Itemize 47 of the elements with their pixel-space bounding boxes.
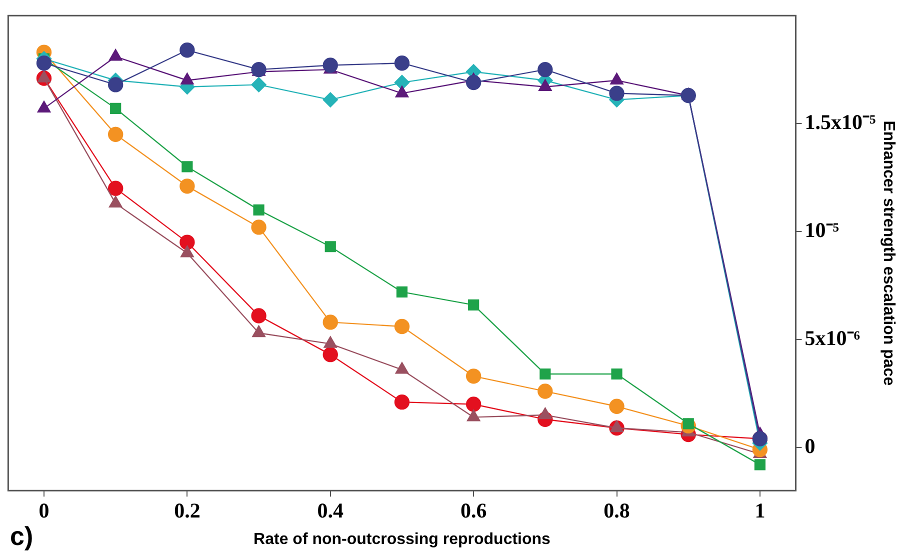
point xyxy=(251,308,266,324)
point xyxy=(466,396,482,412)
point xyxy=(540,368,551,380)
point xyxy=(754,459,766,470)
point xyxy=(468,299,480,310)
x-tick-label: 1 xyxy=(754,498,766,523)
point xyxy=(611,368,622,380)
x-tick-label: 0.2 xyxy=(174,498,200,523)
point xyxy=(180,178,195,194)
point xyxy=(108,126,124,142)
point xyxy=(324,241,336,252)
point xyxy=(180,42,195,58)
point xyxy=(36,56,52,71)
x-tick-label: 0.6 xyxy=(460,498,487,523)
y-axis-title: Enhancer strength escalation pace xyxy=(880,120,897,386)
point xyxy=(322,92,338,108)
point xyxy=(322,346,338,362)
x-tick-label: 0.8 xyxy=(604,498,630,523)
point xyxy=(251,220,266,235)
point xyxy=(322,58,338,73)
point xyxy=(182,161,193,172)
point xyxy=(466,368,482,384)
point xyxy=(108,180,124,196)
y-tick-label: 10⁻⁵ xyxy=(804,218,840,242)
x-axis-title: Rate of non-outcrossing reproductions xyxy=(254,530,551,548)
point xyxy=(253,204,264,216)
point xyxy=(394,56,410,71)
x-tick-label: 0.4 xyxy=(317,498,344,523)
point xyxy=(251,77,266,92)
text: c) xyxy=(10,521,34,552)
point xyxy=(466,74,482,90)
point xyxy=(180,234,195,250)
x-tick-label: 0 xyxy=(38,498,50,523)
y-tick-label: 5x10⁻⁶ xyxy=(804,326,860,350)
point xyxy=(110,102,122,114)
point xyxy=(538,62,553,78)
point xyxy=(609,398,624,414)
point xyxy=(394,74,410,90)
y-tick-label: 0 xyxy=(804,434,816,458)
point xyxy=(538,384,553,399)
point xyxy=(322,314,338,330)
point xyxy=(609,86,624,101)
point xyxy=(396,286,408,298)
point xyxy=(394,318,410,334)
y-tick-label: 1.5x10⁻⁵ xyxy=(804,110,876,134)
point xyxy=(108,77,124,92)
point xyxy=(394,394,410,410)
